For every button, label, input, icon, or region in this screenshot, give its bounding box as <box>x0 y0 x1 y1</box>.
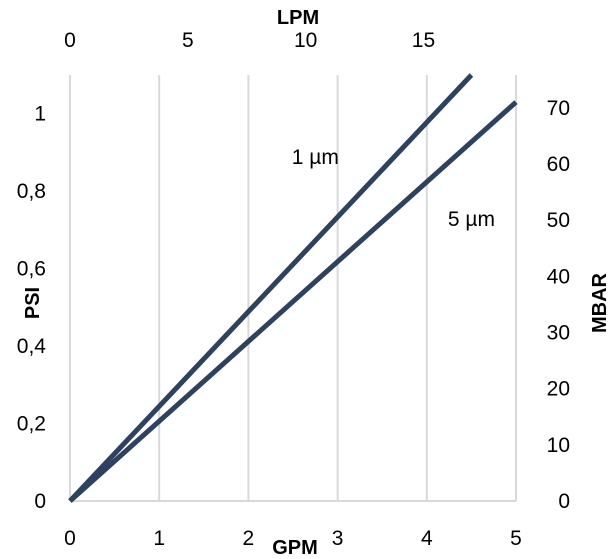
grid-lines <box>69 75 517 502</box>
mbar-tick-7: 70 <box>547 97 570 120</box>
series-label-1: 5 µm <box>448 208 495 231</box>
gpm-tick-labels: 0 1 2 3 4 5 <box>64 527 522 550</box>
psi-axis-title: PSI <box>22 287 44 319</box>
gpm-axis-title: GPM <box>272 537 318 559</box>
psi-tick-0: 0 <box>34 490 46 513</box>
mbar-tick-0: 0 <box>558 490 570 513</box>
psi-tick-3: 0,6 <box>17 258 46 281</box>
gpm-tick-3: 3 <box>332 527 344 550</box>
lpm-tick-0: 0 <box>64 29 76 52</box>
gpm-tick-4: 4 <box>421 527 433 550</box>
mbar-tick-5: 50 <box>547 209 570 232</box>
psi-tick-5: 1 <box>34 103 46 126</box>
psi-tick-2: 0,4 <box>17 335 47 358</box>
gpm-tick-1: 1 <box>153 527 165 550</box>
series-label-0: 1 µm <box>292 146 339 169</box>
mbar-tick-2: 20 <box>547 378 570 401</box>
mbar-tick-3: 30 <box>547 321 570 344</box>
psi-tick-labels: 0 0,2 0,4 0,6 0,8 1 <box>17 103 47 513</box>
lpm-axis-title: LPM <box>277 7 319 29</box>
gpm-tick-2: 2 <box>243 527 255 550</box>
mbar-tick-6: 60 <box>547 153 570 176</box>
lpm-tick-labels: 0 5 10 15 <box>64 29 435 52</box>
mbar-axis-title: MBAR <box>589 272 611 333</box>
gpm-tick-5: 5 <box>510 527 522 550</box>
series-line-1 <box>68 100 518 503</box>
psi-tick-1: 0,2 <box>17 413 46 436</box>
mbar-tick-labels: 0 10 20 30 40 50 60 70 <box>547 97 570 513</box>
psi-tick-4: 0,8 <box>17 180 46 203</box>
lpm-tick-2: 10 <box>294 29 317 52</box>
series-lines <box>68 73 518 503</box>
mbar-tick-4: 40 <box>547 265 570 288</box>
lpm-tick-1: 5 <box>182 29 194 52</box>
series-labels: 1 µm 5 µm <box>292 146 495 231</box>
series-line-0 <box>68 73 474 503</box>
gpm-tick-0: 0 <box>64 527 76 550</box>
mbar-tick-1: 10 <box>547 434 570 457</box>
lpm-tick-3: 15 <box>412 29 435 52</box>
